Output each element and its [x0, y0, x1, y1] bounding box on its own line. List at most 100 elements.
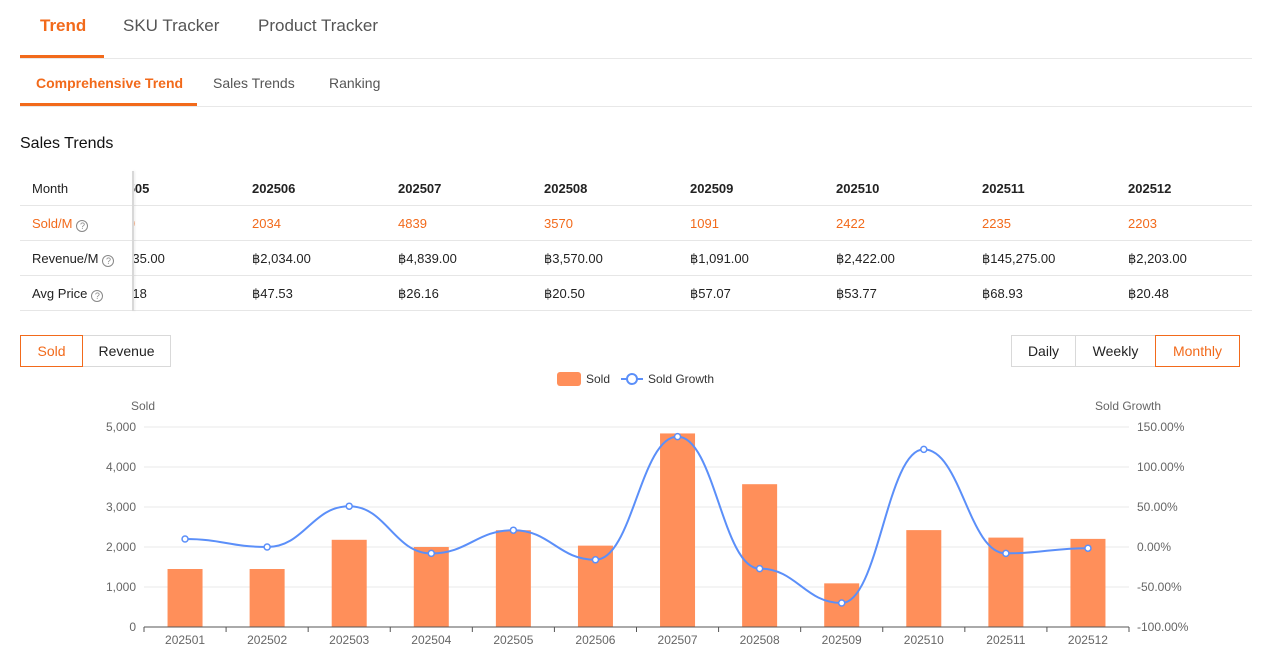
x-tick-label: 202512 — [1068, 633, 1108, 647]
table-cell-avg-price: ฿57.07 — [690, 286, 731, 301]
secondary-tab-bar: Comprehensive Trend Sales Trends Ranking — [20, 59, 1252, 107]
trend-table: Month Sold/M? Revenue/M? Avg Price? 2025… — [20, 171, 1252, 311]
active-tab-indicator — [20, 55, 104, 58]
line-sold-growth — [185, 435, 1088, 605]
y2-tick-label: -50.00% — [1137, 580, 1182, 594]
section-title: Sales Trends — [20, 135, 114, 152]
x-tick-label: 202504 — [411, 633, 451, 647]
table-row-revenue: Revenue/M? — [20, 241, 1252, 276]
y2-tick-label: 100.00% — [1137, 460, 1185, 474]
bar-sold — [413, 547, 449, 627]
tab-sku-tracker[interactable]: SKU Tracker — [123, 16, 220, 35]
sold-label: Sold/M? — [32, 216, 89, 232]
y-axis-title: Sold — [131, 399, 155, 413]
bar-sold — [906, 530, 942, 627]
y2-tick-label: 50.00% — [1137, 500, 1178, 514]
table-cell-avg-price: ฿68.93 — [982, 286, 1023, 301]
point-sold-growth — [509, 526, 518, 534]
tab-comprehensive-trend[interactable]: Comprehensive Trend — [36, 75, 184, 91]
question-circle-icon[interactable]: ? — [91, 290, 104, 302]
point-sold-growth — [1084, 544, 1092, 552]
table-cell-month: 202507 — [398, 181, 442, 196]
sticky-column-divider — [132, 171, 134, 311]
active-subtab-indicator — [20, 103, 197, 106]
table-scroll-area[interactable]: 2025052410฿2,035.00฿48.182025062034฿2,03… — [133, 171, 1252, 311]
point-sold-growth — [837, 599, 846, 607]
legend-sold-label: Sold — [586, 372, 610, 386]
tab-product-tracker[interactable]: Product Tracker — [258, 16, 378, 35]
sold-toggle-button[interactable]: Sold — [20, 335, 83, 367]
x-tick-label: 202501 — [165, 633, 205, 647]
table-cell-month: 202508 — [544, 181, 588, 196]
table-cell-sold: 2203 — [1128, 216, 1157, 231]
y2-tick-label: 0.00% — [1137, 540, 1171, 554]
table-cell-revenue: ฿2,422.00 — [836, 251, 895, 266]
table-cell-month: 202509 — [690, 181, 734, 196]
point-sold-growth — [427, 549, 436, 558]
y-tick-label: 4,000 — [106, 460, 136, 474]
table-row-sold: Sold/M? — [20, 206, 1252, 241]
table-cell-avg-price: ฿26.16 — [398, 286, 439, 301]
table-cell-revenue: ฿4,839.00 — [398, 251, 457, 266]
table-cell-avg-price: ฿47.53 — [252, 286, 293, 301]
monthly-button[interactable]: Monthly — [1155, 335, 1240, 367]
y2-axis-title: Sold Growth — [1095, 399, 1161, 413]
table-cell-avg-price: ฿48.18 — [133, 286, 147, 301]
table-cell-month: 202512 — [1128, 181, 1172, 196]
table-row-avg-price: Avg Price? — [20, 276, 1252, 311]
table-cell-month: 202505 — [133, 181, 150, 196]
question-circle-icon[interactable]: ? — [76, 220, 89, 232]
weekly-button[interactable]: Weekly — [1075, 335, 1156, 367]
tab-trend[interactable]: Trend — [40, 16, 87, 35]
table-cell-sold: 4839 — [398, 216, 427, 231]
y-tick-label: 5,000 — [106, 420, 136, 434]
y2-tick-label: -100.00% — [1137, 620, 1189, 634]
legend-growth-label: Sold Growth — [648, 372, 714, 386]
avg-price-label-text: Avg Price — [32, 286, 88, 301]
point-sold-growth — [755, 564, 764, 573]
table-cell-revenue: ฿3,570.00 — [544, 251, 603, 266]
tab-ranking[interactable]: Ranking — [329, 75, 381, 91]
x-tick-label: 202508 — [740, 633, 780, 647]
point-sold-growth — [263, 543, 271, 551]
table-cell-avg-price: ฿20.48 — [1128, 286, 1169, 301]
revenue-label-text: Revenue/M — [32, 251, 99, 266]
table-cell-avg-price: ฿20.50 — [544, 286, 585, 301]
table-cell-revenue: ฿2,035.00 — [133, 251, 165, 266]
point-sold-growth — [920, 445, 928, 454]
bar-sold — [331, 539, 367, 627]
table-cell-sold: 3570 — [544, 216, 573, 231]
question-circle-icon[interactable]: ? — [102, 255, 115, 267]
y-tick-label: 2,000 — [106, 540, 136, 554]
revenue-label: Revenue/M? — [32, 251, 115, 267]
bar-sold — [249, 569, 285, 627]
daily-button[interactable]: Daily — [1011, 335, 1076, 367]
table-cell-revenue: ฿2,203.00 — [1128, 251, 1187, 266]
table-cell-month: 202510 — [836, 181, 880, 196]
table-cell-revenue: ฿1,091.00 — [690, 251, 749, 266]
point-sold-growth — [181, 535, 189, 543]
point-sold-growth — [1002, 549, 1010, 558]
y-tick-label: 1,000 — [106, 580, 136, 594]
sold-label-text: Sold/M — [32, 216, 73, 231]
bar-sold — [660, 433, 696, 627]
table-cell-sold: 1091 — [690, 216, 719, 231]
point-sold-growth — [591, 556, 600, 564]
table-header-row: Month — [20, 171, 1252, 206]
legend-growth-marker — [626, 373, 638, 385]
table-cell-sold: 2422 — [836, 216, 865, 231]
x-tick-label: 202507 — [658, 633, 698, 647]
x-tick-label: 202509 — [822, 633, 862, 647]
x-tick-label: 202511 — [986, 633, 1025, 647]
month-label: Month — [32, 181, 69, 196]
tab-sales-trends[interactable]: Sales Trends — [213, 75, 295, 91]
table-cell-sold: 2034 — [252, 216, 281, 231]
table-cell-avg-price: ฿53.77 — [836, 286, 877, 301]
table-cell-revenue: ฿2,034.00 — [252, 251, 311, 266]
revenue-toggle-button[interactable]: Revenue — [82, 335, 171, 367]
x-tick-label: 202505 — [493, 633, 533, 647]
avg-price-label: Avg Price? — [32, 286, 104, 302]
point-sold-growth — [673, 432, 682, 441]
primary-tab-bar: Trend SKU Tracker Product Tracker — [20, 0, 1252, 59]
y-tick-label: 0 — [129, 620, 136, 634]
